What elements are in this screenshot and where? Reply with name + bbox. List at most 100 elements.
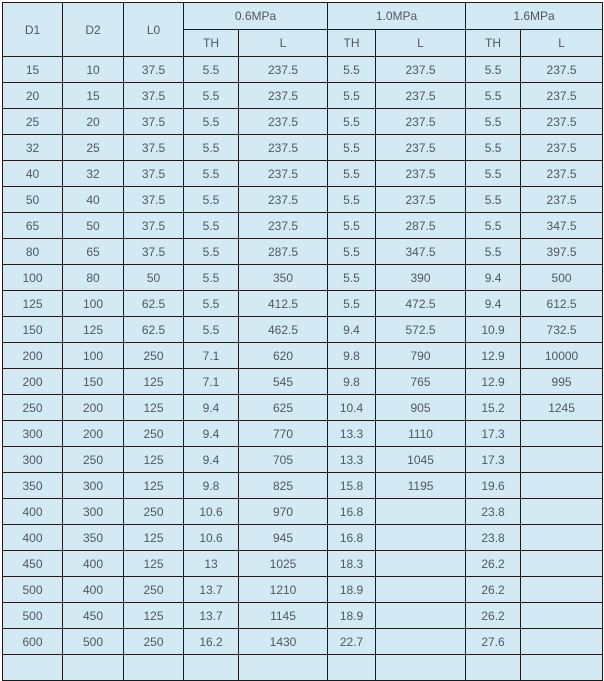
cell-10mpa-l: 237.5 [375,56,467,83]
table-row: 450 400 125 13 1025 18.3 26.2 [2,550,604,577]
cell-06mpa-l: 237.5 [237,108,329,135]
table-row: 32 25 37.5 5.5 237.5 5.5 237.5 5.5 237.5 [2,134,604,161]
cell-06mpa-th: 9.8 [183,472,239,499]
cell-d1: 500 [2,576,63,603]
cell-16mpa-l [520,550,604,577]
cell-06mpa-th: 7.1 [183,368,239,395]
cell-10mpa-th: 18.9 [327,602,377,629]
cell-06mpa-th: 16.2 [183,628,239,655]
cell-d2 [62,654,124,681]
cell-16mpa-th: 17.3 [465,446,522,473]
cell-l0: 37.5 [123,134,184,161]
cell-06mpa-l: 825 [237,472,329,499]
cell-10mpa-th: 22.7 [327,628,377,655]
cell-16mpa-l: 347.5 [520,212,604,239]
cell-16mpa-l: 612.5 [520,290,604,317]
cell-06mpa-th: 5.5 [183,56,239,83]
cell-16mpa-th: 12.9 [465,368,522,395]
cell-10mpa-l [375,524,467,551]
cell-16mpa-th: 5.5 [465,186,522,213]
cell-l0: 250 [123,576,184,603]
cell-10mpa-l [375,628,467,655]
cell-16mpa-l [520,446,604,473]
cell-06mpa-th: 9.4 [183,446,239,473]
col-header-th-10mpa: TH [327,29,377,57]
cell-16mpa-l: 397.5 [520,238,604,265]
cell-06mpa-l: 237.5 [237,56,329,83]
cell-10mpa-th: 5.5 [327,108,377,135]
cell-06mpa-l: 620 [237,342,329,369]
cell-l0: 50 [123,264,184,291]
cell-10mpa-th: 5.5 [327,56,377,83]
cell-06mpa-l: 237.5 [237,212,329,239]
table-row: 50 40 37.5 5.5 237.5 5.5 237.5 5.5 237.5 [2,186,604,213]
cell-16mpa-l [520,472,604,499]
cell-d1: 100 [2,264,63,291]
cell-d1: 400 [2,498,63,525]
cell-d1: 200 [2,342,63,369]
table-row: 100 80 50 5.5 350 5.5 390 9.4 500 [2,264,604,291]
cell-10mpa-l: 237.5 [375,186,467,213]
cell-06mpa-th: 5.5 [183,238,239,265]
cell-l0: 37.5 [123,160,184,187]
cell-d2: 200 [62,420,124,447]
table-row: 250 200 125 9.4 625 10.4 905 15.2 1245 [2,394,604,421]
cell-06mpa-l: 970 [237,498,329,525]
cell-16mpa-th: 5.5 [465,238,522,265]
cell-10mpa-th: 16.8 [327,524,377,551]
cell-16mpa-l [520,576,604,603]
cell-06mpa-th: 5.5 [183,212,239,239]
cell-06mpa-l: 1210 [237,576,329,603]
cell-06mpa-th: 9.4 [183,420,239,447]
cell-06mpa-th: 5.5 [183,82,239,109]
cell-10mpa-th: 18.9 [327,576,377,603]
cell-06mpa-l [237,654,329,681]
cell-10mpa-th: 5.5 [327,82,377,109]
cell-d1: 40 [2,160,63,187]
cell-l0: 125 [123,368,184,395]
cell-l0: 125 [123,602,184,629]
cell-d2: 100 [62,290,124,317]
cell-l0: 250 [123,628,184,655]
cell-l0: 125 [123,394,184,421]
cell-d2: 15 [62,82,124,109]
cell-10mpa-l [375,498,467,525]
table-row: 500 450 125 13.7 1145 18.9 26.2 [2,602,604,629]
cell-d1: 125 [2,290,63,317]
table-row: 500 400 250 13.7 1210 18.9 26.2 [2,576,604,603]
cell-06mpa-l: 770 [237,420,329,447]
cell-10mpa-th: 13.3 [327,420,377,447]
cell-10mpa-th: 9.4 [327,316,377,343]
cell-l0: 125 [123,472,184,499]
cell-16mpa-th: 5.5 [465,56,522,83]
table-body: 15 10 37.5 5.5 237.5 5.5 237.5 5.5 237.5 20 15 37.5… [2,56,604,681]
table-row: 125 100 62.5 5.5 412.5 5.5 472.5 9.4 612.5 [2,290,604,317]
cell-06mpa-l: 237.5 [237,186,329,213]
cell-10mpa-l: 287.5 [375,212,467,239]
cell-06mpa-l: 237.5 [237,160,329,187]
cell-16mpa-th: 5.5 [465,212,522,239]
cell-d1: 15 [2,56,63,83]
cell-l0: 250 [123,342,184,369]
cell-10mpa-th: 5.5 [327,238,377,265]
cell-d1: 65 [2,212,63,239]
cell-10mpa-l: 237.5 [375,160,467,187]
cell-10mpa-th: 16.8 [327,498,377,525]
table-row: 20 15 37.5 5.5 237.5 5.5 237.5 5.5 237.5 [2,82,604,109]
cell-l0: 125 [123,550,184,577]
cell-d1: 500 [2,602,63,629]
col-header-group-06mpa: 0.6MPa [182,2,329,30]
cell-10mpa-th: 15.8 [327,472,377,499]
cell-16mpa-th: 26.2 [465,550,522,577]
cell-06mpa-th: 10.6 [183,498,239,525]
cell-d1 [2,654,63,681]
cell-d2: 80 [62,264,124,291]
table-row: 400 300 250 10.6 970 16.8 23.8 [2,498,604,525]
cell-10mpa-l: 1110 [375,420,467,447]
cell-16mpa-l: 237.5 [520,108,604,135]
cell-l0: 125 [123,446,184,473]
table-row-partial [2,654,604,681]
table-row: 300 250 125 9.4 705 13.3 1045 17.3 [2,446,604,473]
cell-06mpa-th: 5.5 [183,160,239,187]
cell-d1: 300 [2,446,63,473]
